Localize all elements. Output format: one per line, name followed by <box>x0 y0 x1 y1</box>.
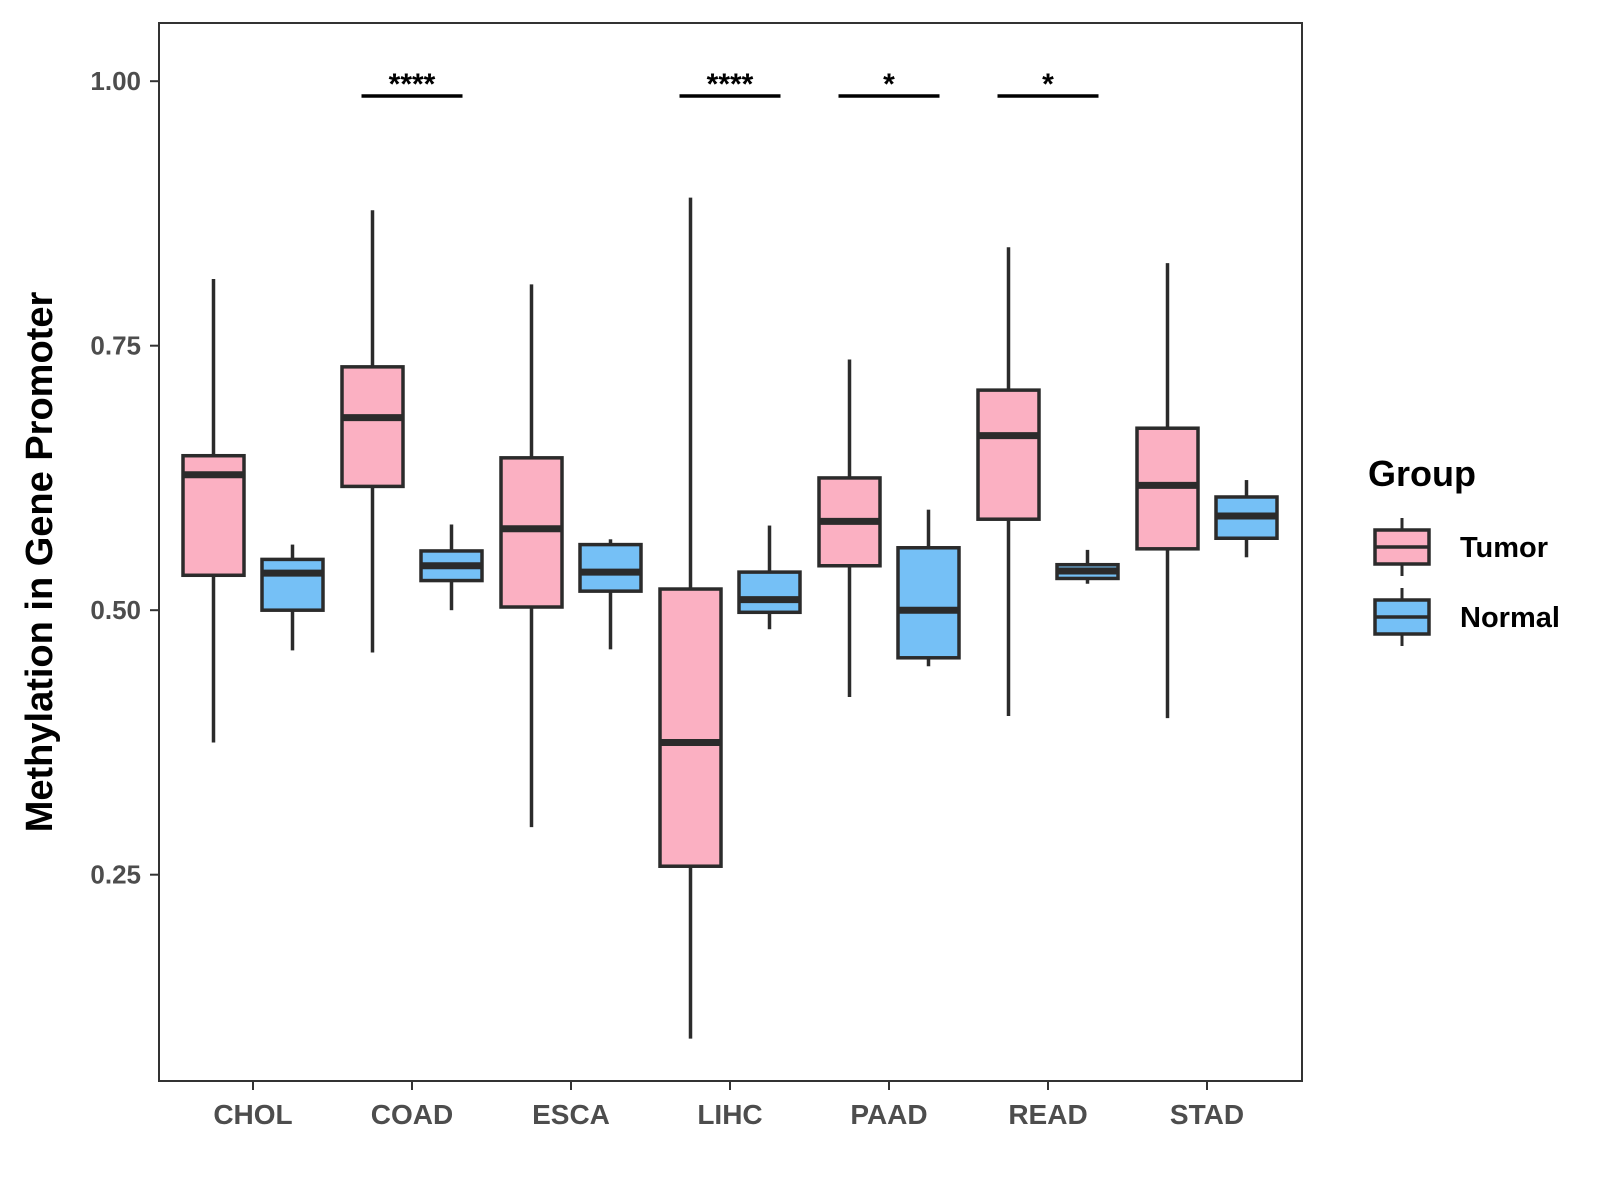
normal-box-coad <box>419 524 484 611</box>
box-iqr <box>896 546 961 660</box>
normal-box-chol <box>260 544 325 651</box>
tumor-box-lihc <box>658 197 723 1039</box>
y-tick-label: 0.25 <box>90 860 141 890</box>
significance-lihc: **** <box>679 68 781 101</box>
significance-label: * <box>1042 68 1054 101</box>
x-tick-label: CHOL <box>213 1099 292 1130</box>
y-tick-label: 0.50 <box>90 595 141 625</box>
tumor-box-chol <box>181 279 246 743</box>
legend-key-normal <box>1373 588 1431 646</box>
x-tick-label: LIHC <box>697 1099 762 1130</box>
plot-content: **** **** * * <box>181 68 1279 1039</box>
legend-label-tumor: Tumor <box>1460 532 1548 564</box>
y-tick-label: 0.75 <box>90 331 141 361</box>
legend-label-normal: Normal <box>1460 602 1560 634</box>
significance-coad: **** <box>361 68 463 101</box>
y-axis-title: Methylation in Gene Promoter <box>19 292 61 833</box>
legend-key-tumor <box>1373 518 1431 576</box>
x-tick-label: READ <box>1008 1099 1087 1130</box>
tumor-box-coad <box>340 210 405 653</box>
normal-box-read <box>1055 549 1120 584</box>
x-tick-label: STAD <box>1170 1099 1244 1130</box>
normal-box-esca <box>578 539 643 650</box>
box-iqr <box>578 542 643 593</box>
box-iqr <box>260 557 325 612</box>
x-tick-label: COAD <box>371 1099 453 1130</box>
significance-label: **** <box>389 68 436 101</box>
tumor-box-read <box>976 247 1041 716</box>
legend-title: Group <box>1368 453 1476 494</box>
normal-box-paad <box>896 509 961 667</box>
significance-read: * <box>997 68 1099 101</box>
x-tick-label: ESCA <box>532 1099 610 1130</box>
significance-paad: * <box>838 68 940 101</box>
tumor-box-esca <box>499 284 564 828</box>
y-axis: 0.25 0.50 0.75 1.00 <box>90 66 159 890</box>
normal-box-stad <box>1214 480 1279 558</box>
box-iqr <box>499 456 564 609</box>
tumor-box-paad <box>817 359 882 697</box>
legend: Group Tumor Normal <box>1368 453 1560 646</box>
box-iqr <box>340 365 405 489</box>
tumor-box-stad <box>1135 263 1200 719</box>
box-iqr <box>658 587 723 868</box>
normal-box-lihc <box>737 525 802 630</box>
x-axis: CHOL COAD ESCA LIHC PAAD READ STAD <box>213 1081 1244 1130</box>
significance-label: **** <box>707 68 754 101</box>
x-tick-label: PAAD <box>850 1099 927 1130</box>
box-iqr <box>976 388 1041 521</box>
y-tick-label: 1.00 <box>90 66 141 96</box>
box-iqr <box>737 570 802 615</box>
significance-label: * <box>883 68 895 101</box>
